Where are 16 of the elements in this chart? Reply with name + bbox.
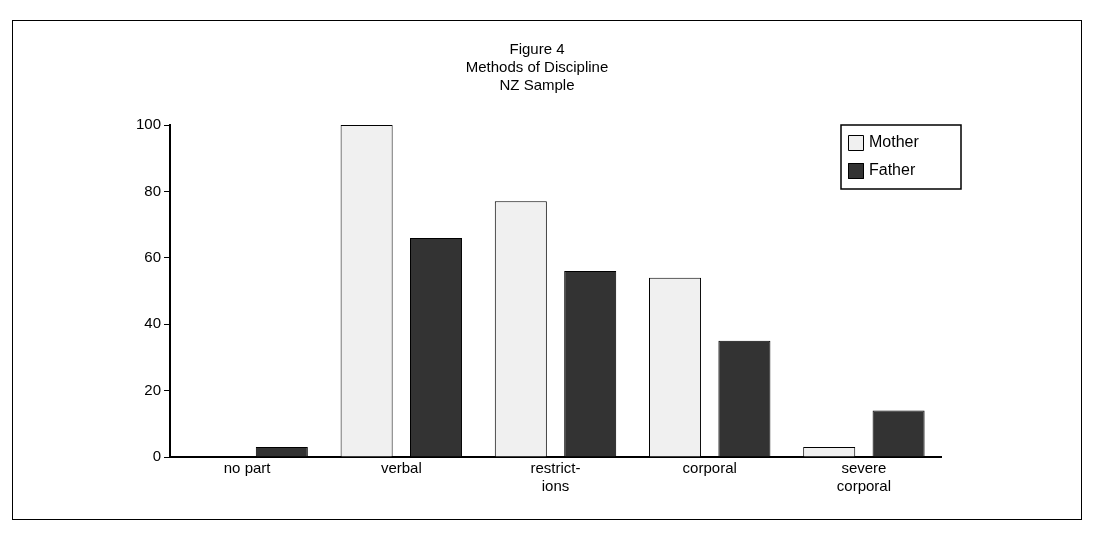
y-tick-label: 100 bbox=[136, 115, 162, 133]
y-tick-label: 80 bbox=[144, 181, 162, 199]
y-tick-label: 60 bbox=[144, 247, 162, 265]
y-tick-label: 20 bbox=[144, 380, 162, 398]
x-tick-label: verbal bbox=[380, 459, 422, 477]
y-tick-label: 40 bbox=[144, 314, 162, 332]
x-tick-label: severe corporal bbox=[836, 459, 891, 495]
x-tick-label: corporal bbox=[682, 459, 737, 477]
legend-label: Father bbox=[869, 161, 916, 179]
text: Methods of Discipline bbox=[465, 58, 609, 76]
y-tick-label: 0 bbox=[152, 447, 162, 465]
text: Figure 4 bbox=[509, 40, 565, 58]
x-tick-label: no part bbox=[223, 459, 272, 477]
text: NZ Sample bbox=[499, 76, 575, 94]
x-tick-label: restrict- ions bbox=[530, 459, 581, 495]
legend-label: Mother bbox=[869, 133, 920, 151]
